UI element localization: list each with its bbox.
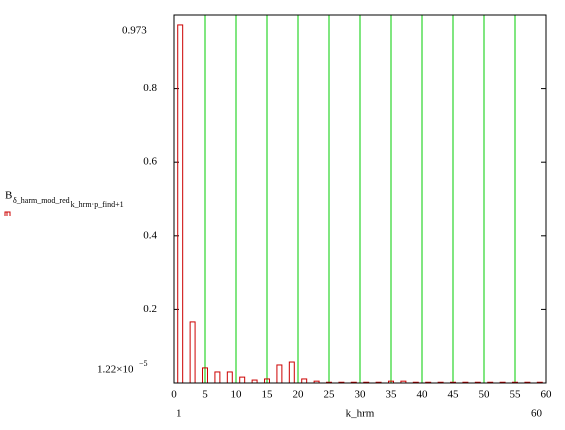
x-tick-label: 15 — [262, 389, 274, 401]
x-right-label: 60 — [531, 408, 543, 420]
y-label-sub: δ_harm_mod_red — [13, 196, 70, 205]
y-top-label: 0.973 — [122, 25, 147, 37]
y-tick-label: 0.6 — [143, 156, 157, 168]
x-tick-label: 25 — [324, 389, 336, 401]
x-tick-label: 55 — [510, 389, 522, 401]
y-label-main: B — [5, 190, 12, 202]
y-tick-label: 0.4 — [143, 229, 157, 241]
y-tick-label: 0.2 — [143, 303, 157, 315]
x-tick-label: 20 — [293, 389, 305, 401]
bar — [226, 371, 233, 384]
bar — [189, 321, 196, 384]
y-bottom-exponent: −5 — [139, 359, 148, 368]
x-tick-label: 5 — [202, 389, 208, 401]
x-tick-label: 50 — [479, 389, 491, 401]
x-tick-label: 45 — [448, 389, 460, 401]
bar — [276, 364, 283, 384]
y-axis-label: B δ_harm_mod_red k_hrm·p_find+1 — [4, 190, 124, 216]
x-left-label: 1 — [176, 408, 182, 420]
bar — [239, 376, 246, 384]
x-axis-label: k_hrm — [346, 408, 375, 420]
x-tick-label: 40 — [417, 389, 429, 401]
x-tick-label: 0 — [171, 389, 177, 401]
bar — [301, 378, 308, 384]
x-tick-label: 60 — [541, 389, 553, 401]
bar — [214, 371, 221, 384]
y-bottom-label: 1.22×10 — [97, 364, 134, 376]
plot-frame — [173, 14, 547, 384]
x-tick-label: 35 — [386, 389, 398, 401]
legend-swatch — [4, 211, 11, 216]
y-label-sub: k_hrm·p_find+1 — [71, 200, 124, 209]
y-tick-label: 0.8 — [143, 82, 157, 94]
x-tick-label: 30 — [355, 389, 367, 401]
x-tick-label: 10 — [231, 389, 243, 401]
bar — [288, 361, 295, 384]
bar — [177, 24, 184, 384]
